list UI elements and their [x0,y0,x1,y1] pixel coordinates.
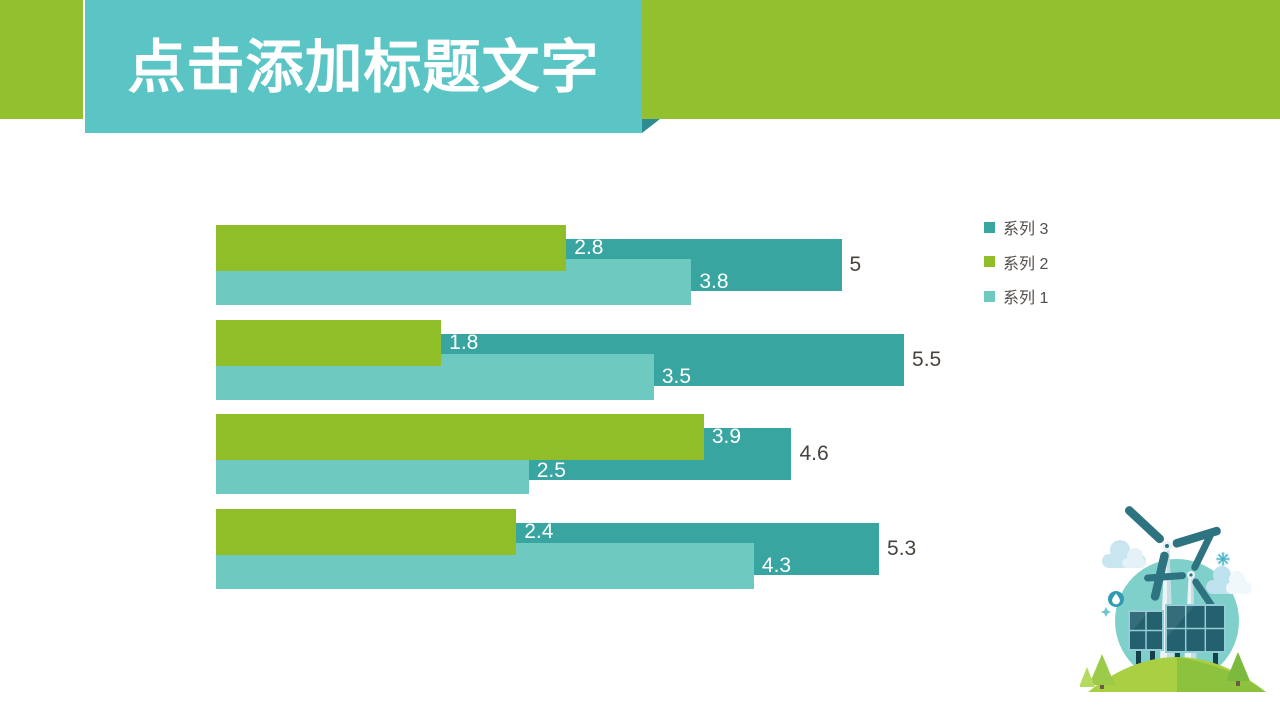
data-label-series-1-group-1: 3.8 [699,270,729,293]
legend-swatch [984,221,995,233]
bar-series-2-group-1 [216,225,567,271]
snowflake-icon [1216,552,1230,566]
data-label-series-1-group-3: 2.5 [536,459,566,482]
green-energy-illustration [1080,506,1266,692]
cloud-icon [1206,566,1252,594]
header-band-left [0,0,83,119]
legend-item-1: 系列 3 [984,216,1048,238]
solar-panel-icon [1128,604,1226,665]
header-band-right [642,0,1280,119]
legend-label: 系列 2 [1003,255,1049,273]
water-drop-icon [1108,591,1124,607]
bar-series-2-group-4 [216,508,517,555]
tree-icon [1080,652,1250,689]
data-label-series-2-group-4: 2.4 [524,519,554,543]
legend-label: 系列 3 [1003,221,1049,238]
ground-hill [1088,657,1266,692]
data-label-series-3-group-3: 4.6 [799,442,829,465]
data-label-series-3-group-2: 5.5 [912,347,942,371]
data-label-series-3-group-4: 5.3 [887,536,917,560]
title-box[interactable]: 点击添加标题文字 [85,0,642,133]
legend-swatch [984,290,995,302]
legend-swatch [984,256,995,267]
data-label-series-3-group-1: 5 [849,253,862,276]
bar-series-2-group-2 [216,319,442,366]
title-box-fold [642,119,660,133]
data-label-series-2-group-3: 3.9 [711,425,742,448]
cloud-icon [1102,540,1146,568]
data-label-series-2-group-2: 1.8 [449,330,479,354]
bar-series-2-group-3 [216,414,704,460]
page-title: 点击添加标题文字 [127,34,600,100]
legend-label: 系列 1 [1003,290,1049,307]
data-label-series-1-group-2: 3.5 [661,364,692,388]
data-label-series-2-group-1: 2.8 [574,236,604,259]
data-label-series-1-group-4: 4.3 [761,553,792,577]
legend-item-2: 系列 2 [984,251,1048,273]
legend-item-3: 系列 1 [984,285,1048,307]
sparkle-icon [1101,607,1111,617]
